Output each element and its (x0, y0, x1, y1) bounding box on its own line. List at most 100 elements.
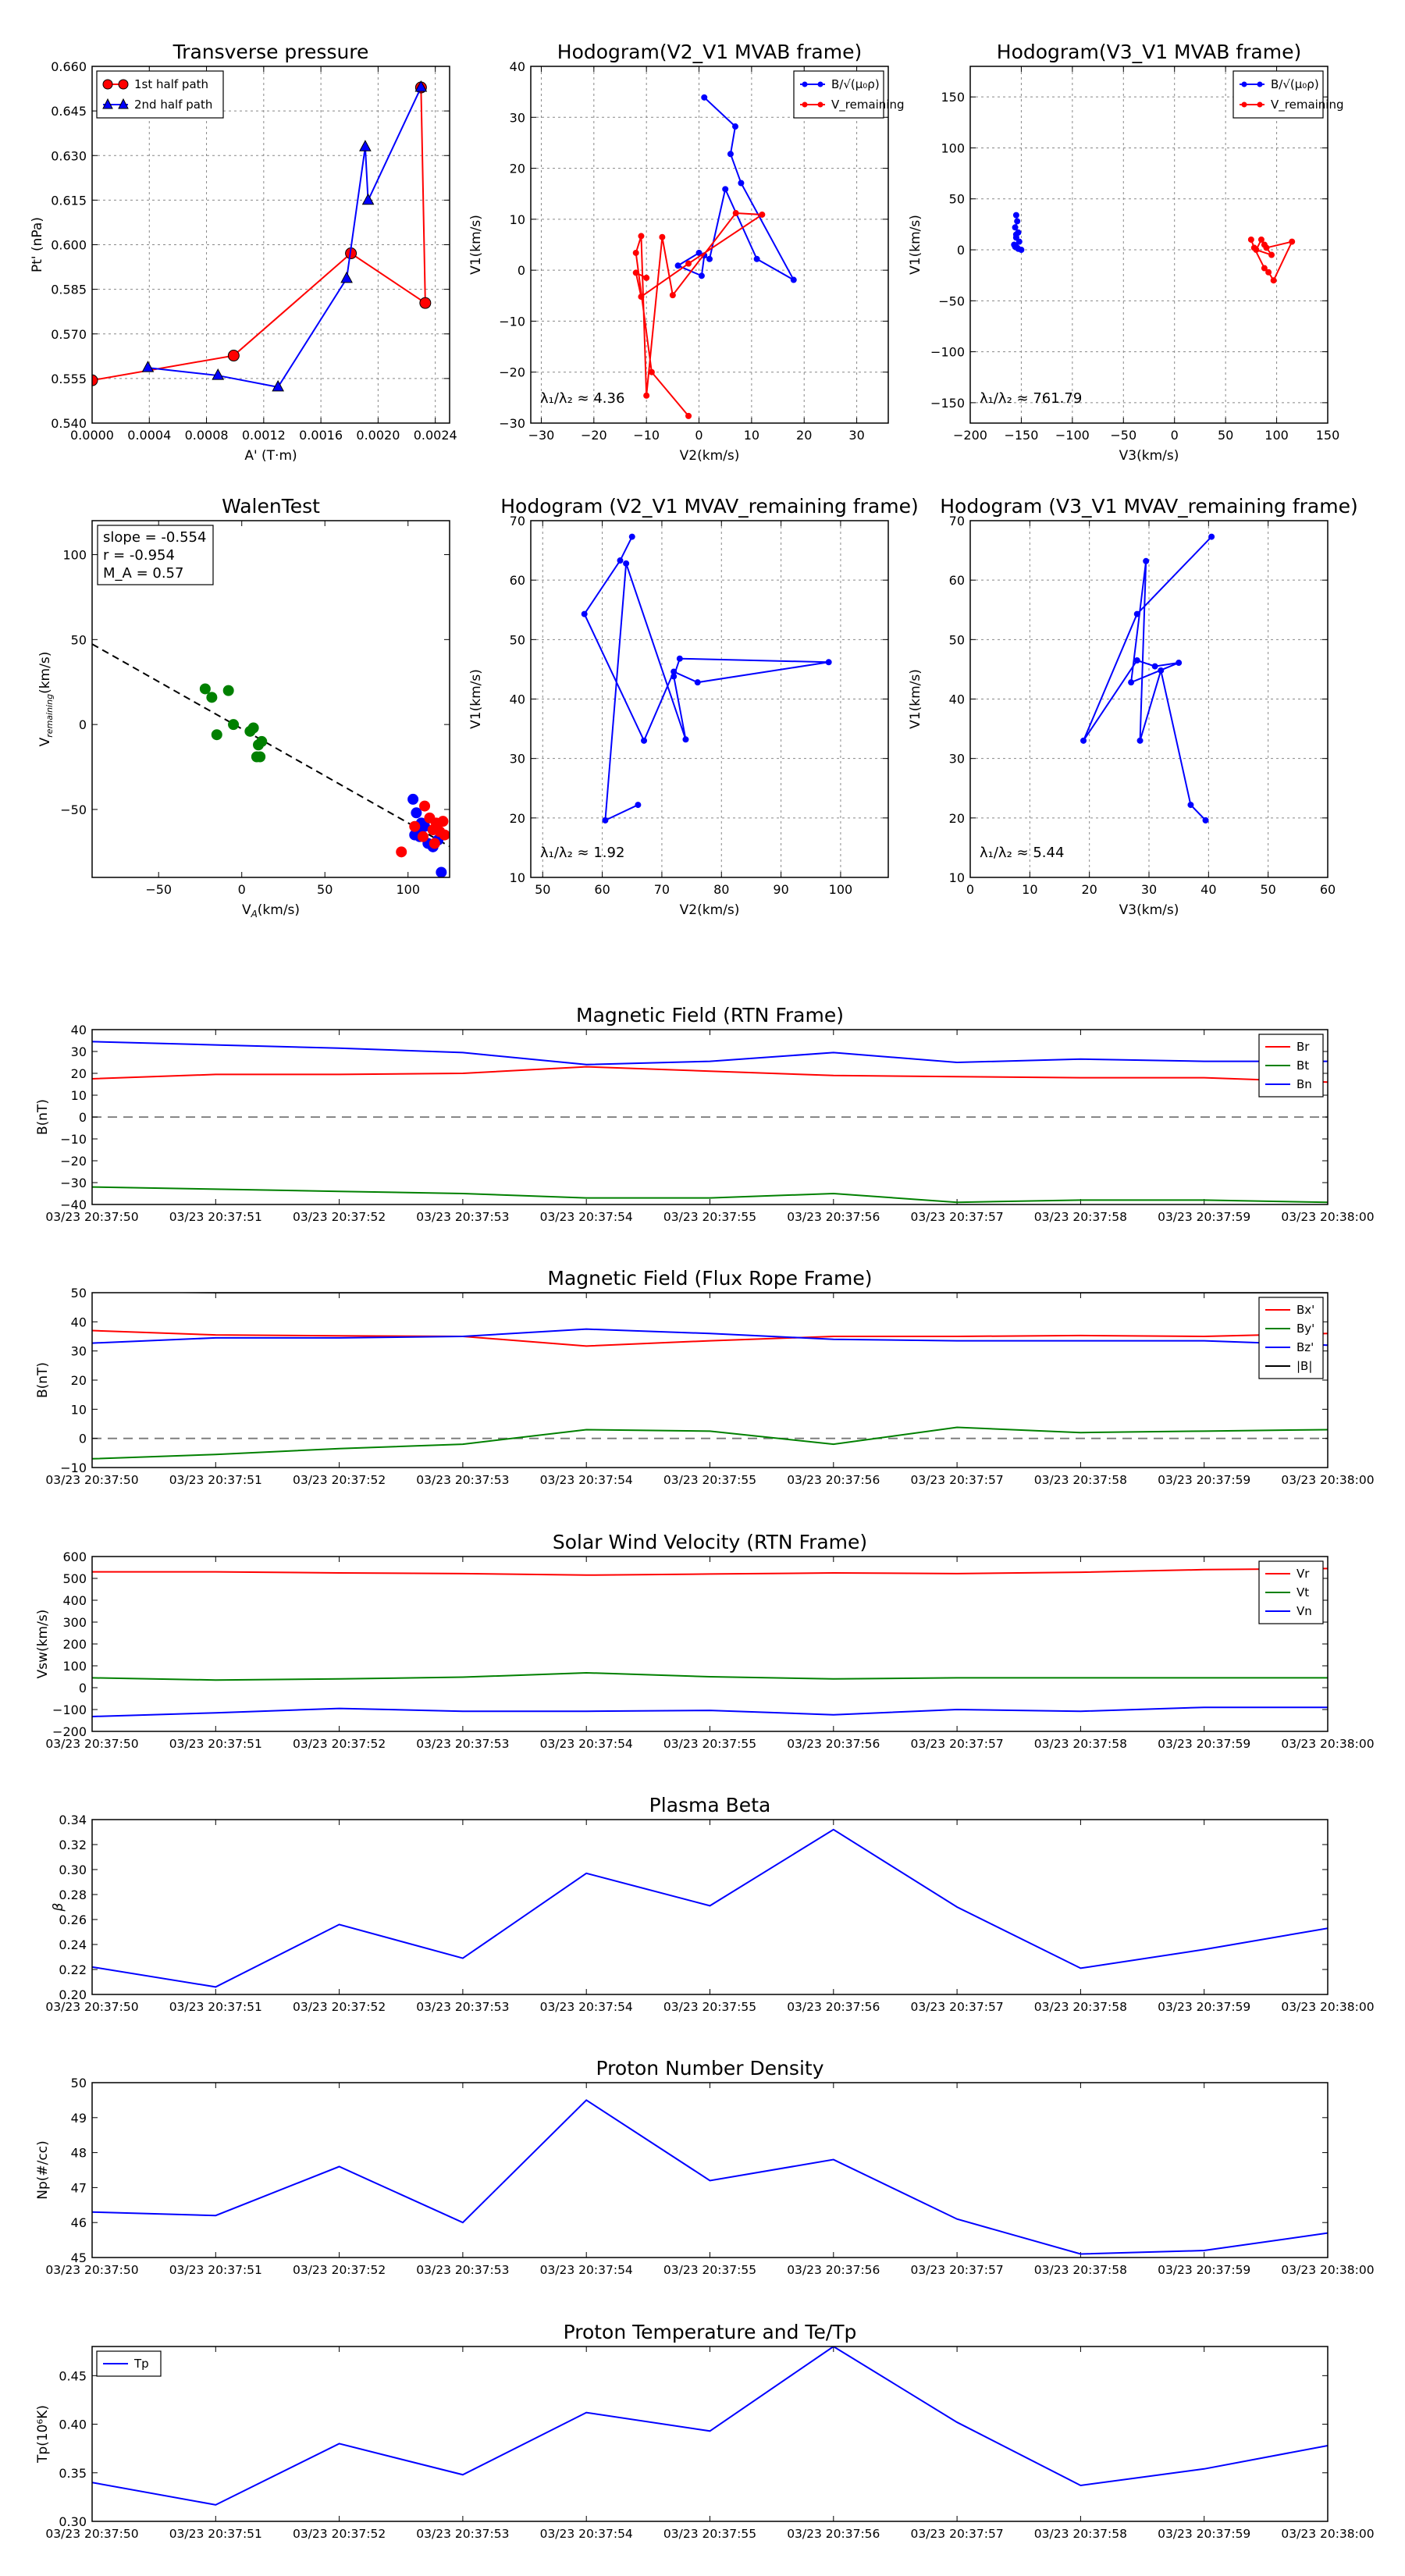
chart-title: Plasma Beta (649, 1794, 771, 1816)
x-tick-label: −100 (1055, 428, 1090, 443)
legend-marker (1241, 81, 1247, 87)
data-point (617, 557, 624, 564)
x-tick-label: 03/23 20:37:59 (1158, 1473, 1250, 1487)
y-axis-label: β (51, 1902, 66, 1912)
y-axis-label: V1(km/s) (908, 669, 923, 729)
series-line-Bz' (92, 1328, 1328, 1347)
y-axis-label: V1(km/s) (468, 669, 484, 729)
eigenvalue-ratio-label: λ₁/λ₂ ≈ 761.79 (980, 390, 1082, 407)
x-tick-label: 03/23 20:37:50 (45, 1737, 138, 1751)
x-tick-label: 03/23 20:37:54 (540, 1210, 633, 1224)
x-tick-label: 03/23 20:37:51 (169, 1737, 262, 1751)
y-tick-label: 0.34 (59, 1813, 87, 1827)
axes-frame (91, 2346, 1329, 2522)
x-tick-label: 03/23 20:37:55 (663, 1210, 756, 1224)
x-axis-label: V3(km/s) (1119, 448, 1179, 464)
x-tick-label: 03/23 20:37:52 (293, 1210, 386, 1224)
y-tick-label: 0.40 (59, 2418, 87, 2432)
x-tick-label: 03/23 20:37:51 (169, 1210, 262, 1224)
legend-marker (102, 79, 113, 90)
solar_wind_velocity-chart: Solar Wind Velocity (RTN Frame) 03/23 20:… (35, 1531, 1375, 1751)
x-tick-label: 60 (1320, 882, 1336, 897)
legend-marker (118, 79, 129, 90)
data-point (623, 560, 630, 567)
x-tick-label: 03/23 20:37:56 (787, 1737, 880, 1751)
x-tick-label: 03/23 20:37:57 (910, 1737, 1003, 1751)
x-tick-label: 30 (1141, 882, 1157, 897)
y-tick-label: 40 (71, 1315, 87, 1329)
plot-area (581, 533, 832, 824)
x-tick-label: −50 (145, 882, 172, 897)
hodogram_v3_v1_mvab-chart: Hodogram(V3_V1 MVAB frame) −200 −150 −100 −5… (908, 41, 1344, 464)
y-tick-label: 0.24 (59, 1937, 87, 1952)
scatter-point-green (254, 751, 266, 763)
legend-marker (802, 101, 808, 108)
data-point (732, 123, 739, 130)
x-tick-label: 0.0020 (356, 428, 400, 443)
y-tick-label: 0 (79, 1110, 87, 1125)
axes-frame (91, 520, 450, 878)
y-tick-label: 20 (510, 811, 525, 826)
data-point (1270, 277, 1277, 284)
eigenvalue-ratio-label: λ₁/λ₂ ≈ 5.44 (980, 845, 1064, 861)
legend-label: Bt (1297, 1059, 1309, 1073)
x-tick-label: 03/23 20:37:59 (1158, 2263, 1250, 2277)
data-point (1257, 236, 1264, 243)
y-axis-label: B(nT) (35, 1099, 51, 1135)
y-tick-label: 20 (71, 1066, 87, 1081)
scatter-point-red (417, 831, 429, 842)
y-tick-label: 0.35 (59, 2466, 87, 2481)
proton_number_density-chart: Proton Number Density 03/23 20:37:50 03/23… (35, 2057, 1375, 2277)
axes-frame (91, 1556, 1329, 1732)
x-tick-label: 03/23 20:37:57 (910, 1210, 1003, 1224)
x-tick-label: 10 (744, 428, 759, 443)
x-tick-label: 03/23 20:37:51 (169, 2527, 262, 2541)
x-tick-label: 03/23 20:37:59 (1158, 1210, 1250, 1224)
x-tick-label: 0 (695, 428, 702, 443)
x-axis-label: VA(km/s) (242, 902, 300, 920)
y-axis-label: Vremaining(km/s) (37, 652, 55, 747)
y-tick-label: 20 (510, 162, 525, 176)
scatter-point-red (437, 816, 449, 827)
scatter-point-blue (407, 793, 419, 805)
x-tick-label: 03/23 20:37:51 (169, 2000, 262, 2014)
axes-frame (530, 520, 889, 878)
x-tick-label: 50 (1260, 882, 1275, 897)
x-tick-label: 100 (1264, 428, 1289, 443)
data-point (1261, 241, 1268, 248)
plot-area (1011, 212, 1296, 284)
x-tick-label: 03/23 20:37:56 (787, 1473, 880, 1487)
y-tick-label: −10 (60, 1461, 87, 1475)
x-tick-label: 03/23 20:37:52 (293, 2263, 386, 2277)
y-tick-label: 100 (941, 141, 965, 155)
data-point (212, 368, 225, 380)
scatter-point-green (256, 735, 268, 747)
legend-label: Vr (1297, 1567, 1310, 1581)
y-tick-label: 30 (510, 110, 525, 125)
x-tick-label: 50 (1218, 428, 1233, 443)
y-tick-label: 40 (71, 1023, 87, 1037)
plot-area (92, 1293, 1328, 1460)
legend-frame (1258, 1297, 1324, 1379)
x-tick-label: 03/23 20:37:53 (416, 2263, 509, 2277)
chart-title: Magnetic Field (Flux Rope Frame) (547, 1267, 872, 1290)
chart-title: Proton Temperature and Te/Tp (564, 2321, 857, 2343)
plot-area (632, 94, 797, 419)
y-tick-label: 10 (71, 1402, 87, 1417)
y-tick-label: −200 (52, 1724, 87, 1739)
y-tick-label: −150 (930, 396, 965, 411)
x-tick-label: 60 (594, 882, 610, 897)
data-point (632, 249, 639, 256)
y-tick-label: 0.30 (59, 1863, 87, 1877)
series-line-beta (92, 1828, 1328, 1988)
y-tick-label: −40 (60, 1197, 87, 1212)
x-tick-label: 03/23 20:37:56 (787, 2000, 880, 2014)
x-tick-label: 80 (713, 882, 729, 897)
data-point (1015, 245, 1022, 252)
chart-title: Hodogram(V2_V1 MVAB frame) (557, 41, 862, 63)
x-tick-label: 03/23 20:37:58 (1034, 1210, 1127, 1224)
y-tick-label: 200 (62, 1637, 87, 1652)
legend-label: |B| (1297, 1359, 1312, 1373)
x-tick-label: 03/23 20:37:52 (293, 2527, 386, 2541)
stats-box-frame (97, 525, 214, 585)
